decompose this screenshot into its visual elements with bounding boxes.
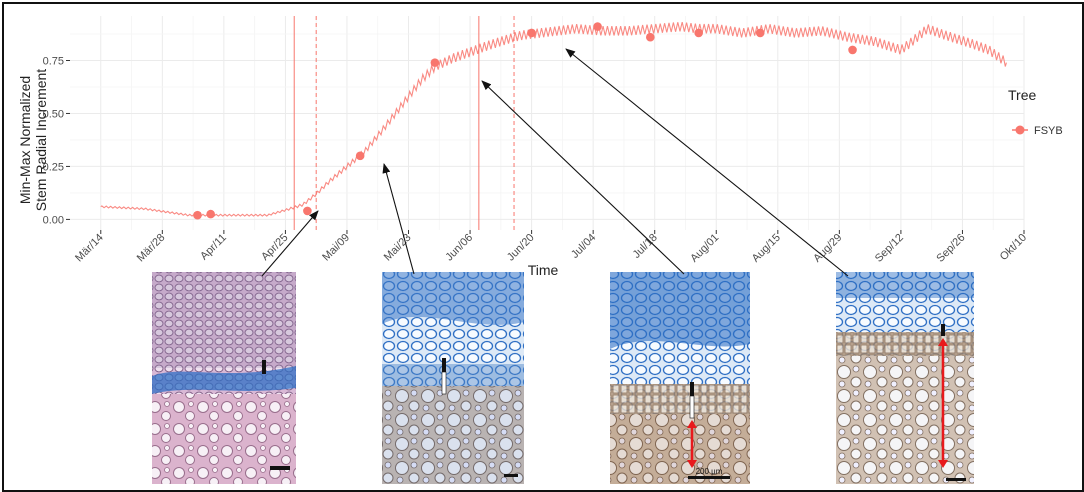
series-layer: [100, 21, 1007, 217]
y-axis-title-line1: Min-Max Normalized: [17, 76, 33, 204]
data-point: [206, 209, 215, 219]
data-point: [646, 32, 655, 42]
micrograph-3: 200 µm: [610, 272, 750, 484]
legend-title: Tree: [1008, 87, 1036, 103]
x-tick-label: Jul/04: [569, 232, 598, 261]
arrow-2: [382, 163, 415, 275]
y-tick-label: 0.75: [43, 55, 64, 67]
y-tick-label: 0.50: [43, 108, 64, 120]
arrow-4: [565, 48, 849, 277]
data-point: [355, 151, 365, 161]
plot-panel: [70, 16, 1024, 230]
plot-background: [70, 16, 1024, 230]
x-tick-label: Jun/20: [505, 232, 537, 264]
data-point: [755, 28, 765, 38]
data-point: [694, 28, 703, 38]
x-axis-title: Time: [528, 262, 559, 278]
x-tick-label: Okt/10: [998, 232, 1029, 263]
x-tick-label: Mär/28: [135, 232, 168, 265]
legend: Tree FSYB: [1008, 87, 1063, 137]
data-point: [593, 22, 602, 31]
x-axis-ticks: Mär/14 Mär/28 Apr/11 Apr/25 Mai/09 Mai/23 Jun/…: [73, 230, 1029, 265]
data-point: [193, 210, 202, 220]
annotation-arrows: [261, 48, 849, 277]
arrow-1: [261, 210, 319, 277]
series-line-fsyb: [100, 21, 1007, 217]
arrow-3: [481, 80, 685, 275]
x-tick-label: Sep/12: [873, 232, 906, 265]
data-point: [527, 28, 536, 38]
x-tick-label: Jun/06: [443, 232, 475, 264]
x-tick-label: Apr/25: [259, 232, 290, 263]
x-tick-label: Mär/14: [73, 232, 106, 265]
y-axis-title-line2: Stem Radial Increment: [33, 69, 49, 212]
grid-lines: [70, 16, 1025, 230]
x-tick-label: Mai/23: [382, 232, 414, 264]
data-point: [848, 45, 857, 55]
y-tick-label: 0.25: [43, 161, 64, 173]
micrograph-1: [152, 272, 296, 484]
figure-canvas: 0.00 0.25 0.50 0.75 Mär/14 Mär/28 Apr/11 Apr/2…: [17, 16, 1063, 484]
x-tick-label: Apr/11: [198, 232, 229, 263]
x-tick-label: Aug/01: [688, 232, 721, 265]
x-tick-label: Sep/26: [934, 232, 967, 265]
x-tick-label: Aug/15: [750, 232, 783, 265]
micrograph-2: [382, 272, 524, 484]
y-tick-label: 0.00: [43, 214, 64, 226]
data-points: [193, 22, 857, 220]
x-tick-label: Mai/09: [320, 232, 352, 264]
legend-key-point: [1015, 125, 1025, 135]
data-point: [303, 206, 312, 216]
scale-bar-label: 200 µm: [696, 467, 723, 476]
micrograph-4: [836, 272, 974, 484]
data-point: [430, 58, 440, 67]
legend-label-fsyb: FSYB: [1034, 125, 1063, 137]
y-axis-ticks: 0.00 0.25 0.50 0.75: [43, 55, 70, 226]
